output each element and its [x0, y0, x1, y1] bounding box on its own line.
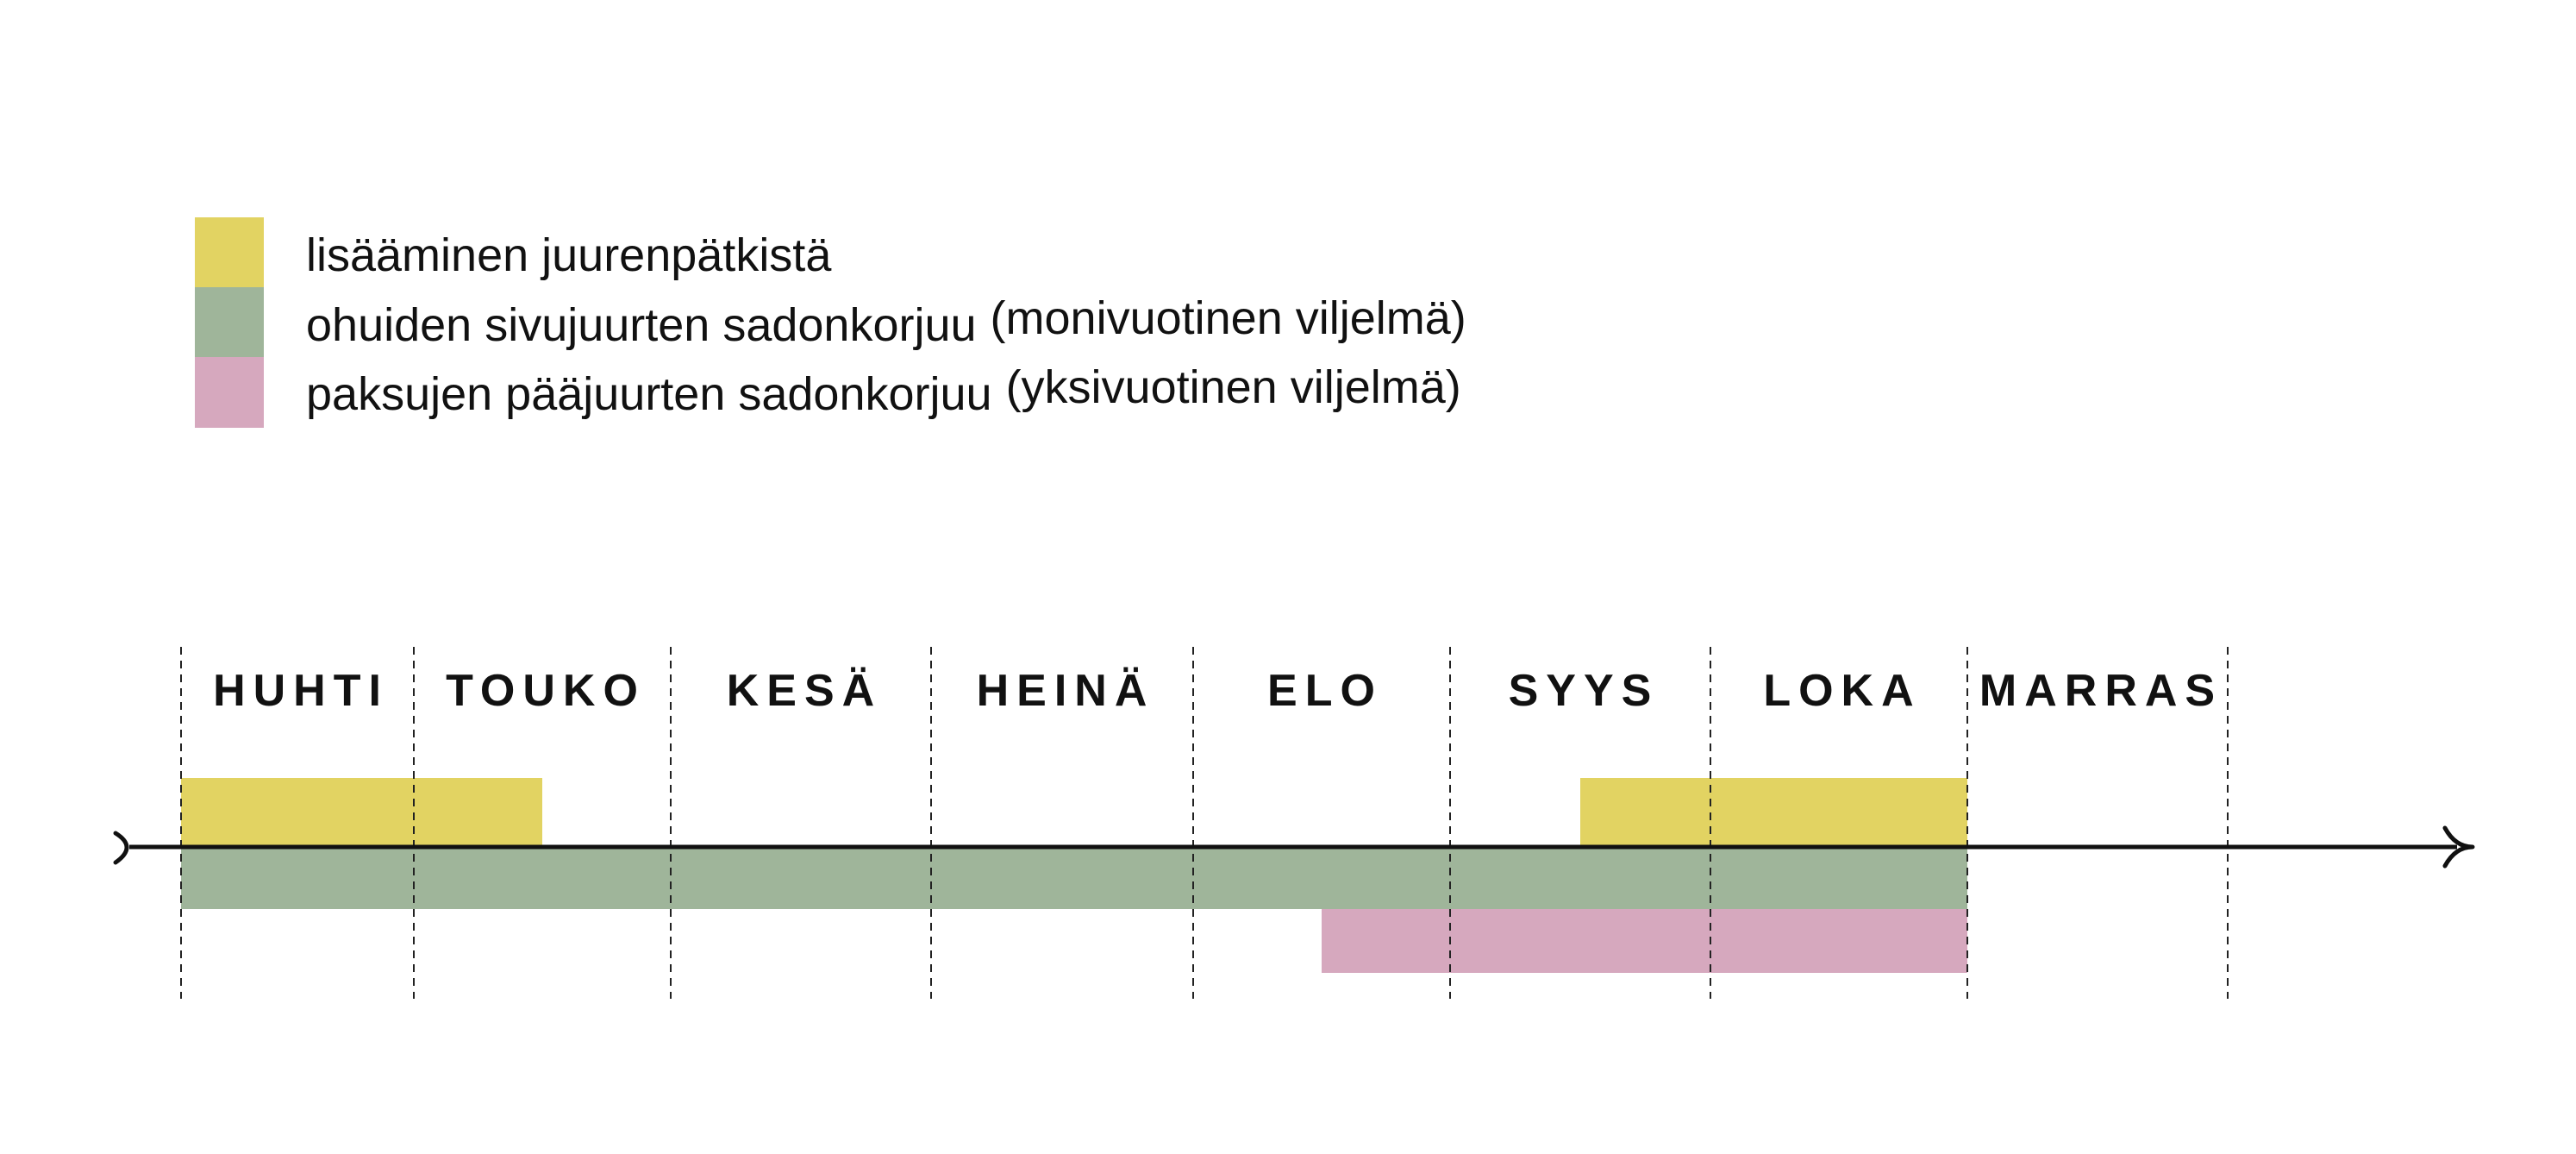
legend-label-extra: (monivuotinen viljelmä) — [991, 292, 1466, 344]
month-label-7: MARRAS — [1979, 666, 2223, 716]
legend-label-1: ohuiden sivujuurten sadonkorjuu (monivuot… — [306, 292, 1466, 351]
month-label-2: KESÄ — [727, 666, 882, 716]
month-label-6: LOKA — [1763, 666, 1921, 716]
month-label-4: ELO — [1267, 666, 1383, 716]
timeline-arrowhead-icon — [2442, 825, 2475, 869]
legend-swatch-0 — [195, 217, 264, 288]
month-label-3: HEINÄ — [977, 666, 1155, 716]
legend-label-2: paksujen pääjuurten sadonkorjuu (yksivuot… — [306, 361, 1461, 420]
legend-swatch-1 — [195, 287, 264, 358]
legend-label-extra: (yksivuotinen viljelmä) — [1006, 361, 1461, 413]
legend: lisääminen juurenpätkistä ohuiden sivujuu… — [195, 217, 1466, 428]
month-label-0: HUHTI — [213, 666, 389, 716]
activity-bar-1 — [1580, 778, 1967, 847]
month-labels: HUHTI TOUKO KESÄ HEINÄ ELO SYYS LOKA MARRAS — [213, 666, 2223, 716]
month-label-1: TOUKO — [446, 666, 646, 716]
legend-swatch-2 — [195, 357, 264, 428]
activity-bar-0 — [181, 778, 542, 847]
legend-label-main: lisääminen juurenpätkistä — [306, 229, 832, 281]
legend-label-main: paksujen pääjuurten sadonkorjuu — [306, 368, 992, 420]
legend-label-main: ohuiden sivujuurten sadonkorjuu — [306, 299, 977, 351]
timeline-start-tail-icon — [113, 831, 129, 865]
activity-bar-3 — [1322, 909, 1967, 973]
activity-bar-2 — [181, 847, 1967, 909]
month-dividers — [180, 647, 2229, 999]
month-label-5: SYYS — [1509, 666, 1660, 716]
timeline-axis — [113, 825, 2475, 869]
activity-bars — [181, 778, 1967, 973]
legend-label-0: lisääminen juurenpätkistä — [306, 229, 832, 281]
